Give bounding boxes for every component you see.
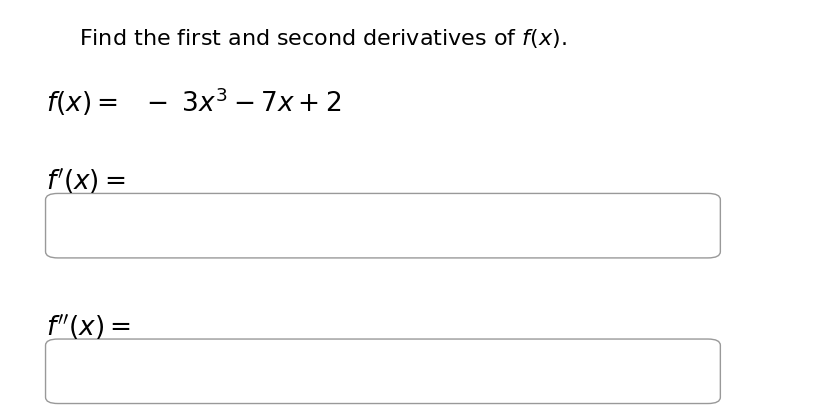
FancyBboxPatch shape — [45, 193, 719, 258]
Text: Find the first and second derivatives of $f(x)$.: Find the first and second derivatives of… — [79, 27, 566, 50]
FancyBboxPatch shape — [45, 339, 719, 404]
Text: $f''(x) =$: $f''(x) =$ — [45, 312, 130, 342]
Text: $f'(x) =$: $f'(x) =$ — [45, 166, 125, 196]
Text: $f(x) =\ \ -\ 3x^3 - 7x + 2$: $f(x) =\ \ -\ 3x^3 - 7x + 2$ — [45, 86, 341, 118]
